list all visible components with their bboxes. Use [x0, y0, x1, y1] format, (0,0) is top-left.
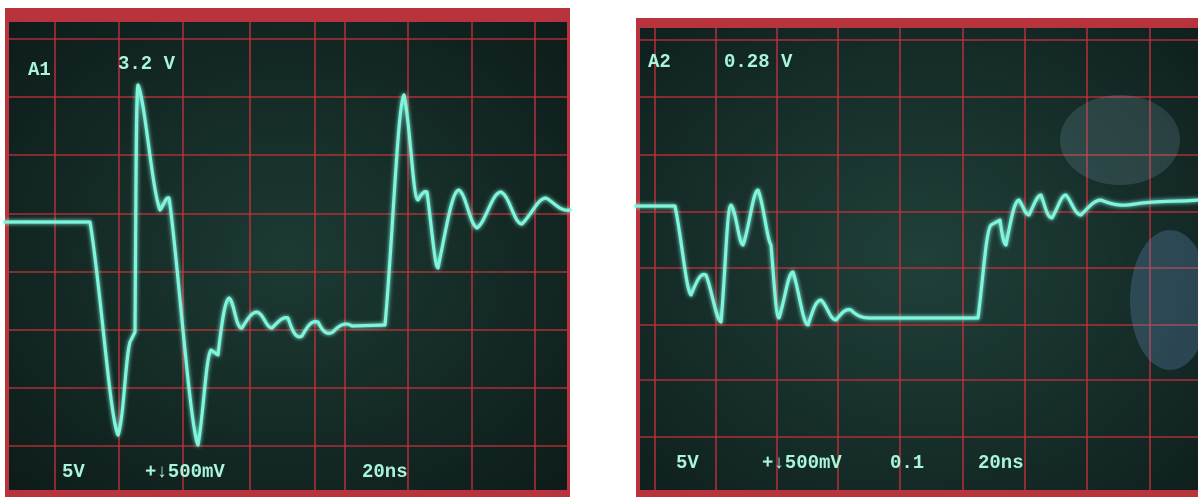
trigger-level: +↓500mV — [145, 461, 225, 483]
reading: 0.28 V — [724, 51, 793, 73]
page: A1 3.2 V 5V +↓500mV 20ns A2 0.28 V 5V +↓… — [0, 0, 1198, 503]
scope-screen-left: A1 3.2 V 5V +↓500mV 20ns — [5, 8, 570, 497]
time-per-div: 20ns — [362, 461, 408, 483]
time-per-div: 20ns — [978, 452, 1024, 474]
scope-screen-right: A2 0.28 V 5V +↓500mV 0.1 20ns — [636, 18, 1198, 497]
screenshot: A1 3.2 V 5V +↓500mV 20ns A2 0.28 V 5V +↓… — [0, 0, 1198, 503]
channel-label: A1 — [28, 59, 51, 81]
channel-label: A2 — [648, 51, 671, 73]
reading: 3.2 V — [118, 53, 176, 75]
display — [9, 22, 567, 490]
volts-per-div: 5V — [62, 461, 85, 483]
probe-factor: 0.1 — [890, 452, 924, 474]
trigger-level: +↓500mV — [762, 452, 842, 474]
volts-per-div: 5V — [676, 452, 699, 474]
glare — [1060, 95, 1180, 185]
